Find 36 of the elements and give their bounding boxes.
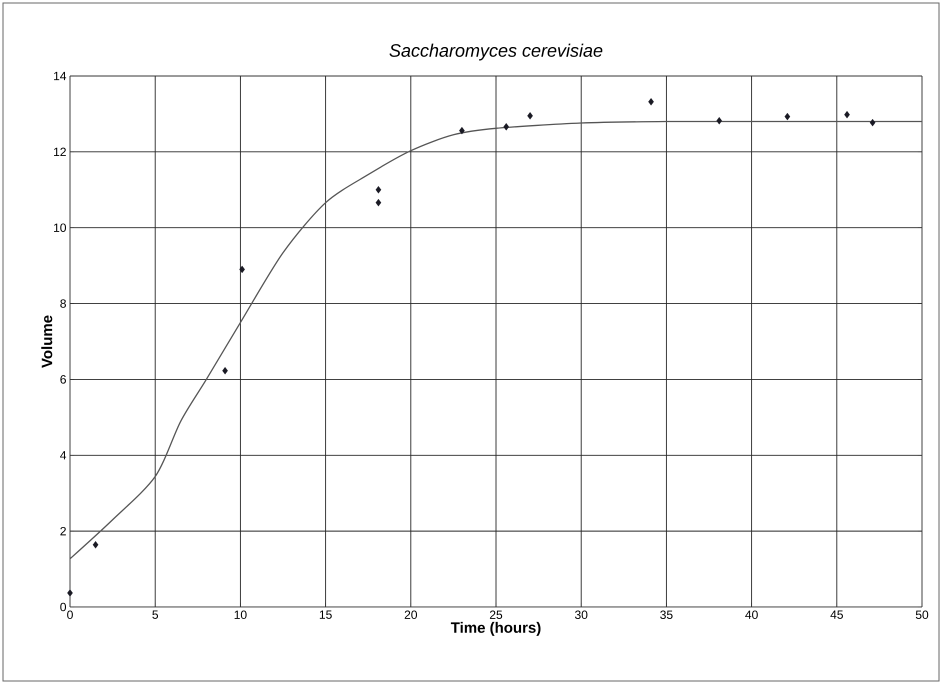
point [376, 186, 382, 194]
point [459, 126, 465, 134]
x-tick-label: 35 [660, 610, 673, 620]
point [716, 117, 722, 124]
chart-title: Saccharomyces cerevisiae [389, 44, 602, 60]
x-tick-label: 50 [916, 610, 928, 620]
y-tick-label: 8 [60, 299, 66, 308]
x-tick-label: 45 [830, 610, 843, 619]
x-tick-label: 25 [490, 610, 502, 620]
point [503, 123, 510, 131]
x-tick-label: 15 [320, 610, 332, 619]
x-tick-label: 40 [745, 610, 758, 620]
x-tick-label: 5 [152, 610, 158, 619]
x-tick-label: 10 [234, 610, 247, 620]
x-tick-label: 30 [574, 610, 588, 620]
point [527, 112, 533, 120]
y-tick-label: 4 [60, 451, 66, 460]
point [870, 118, 876, 126]
y-tick-label: 10 [54, 223, 66, 232]
x-axis-title: Time (hours) [450, 622, 541, 636]
y-axis-title: Volume [41, 315, 52, 368]
y-tick-label: 2 [60, 526, 66, 536]
y-tick-label: 14 [54, 72, 66, 80]
point [67, 589, 73, 597]
x-tick-label: 0 [67, 610, 73, 620]
y-tick-label: 12 [54, 148, 66, 156]
point [92, 541, 98, 548]
x-tick-label: 20 [404, 610, 418, 620]
point [239, 266, 245, 274]
point [222, 366, 228, 374]
y-tick-label: 0 [60, 602, 66, 612]
point [376, 198, 382, 206]
y-tick-label: 6 [60, 375, 66, 384]
point [844, 110, 850, 118]
point [784, 112, 790, 120]
point [648, 98, 654, 106]
